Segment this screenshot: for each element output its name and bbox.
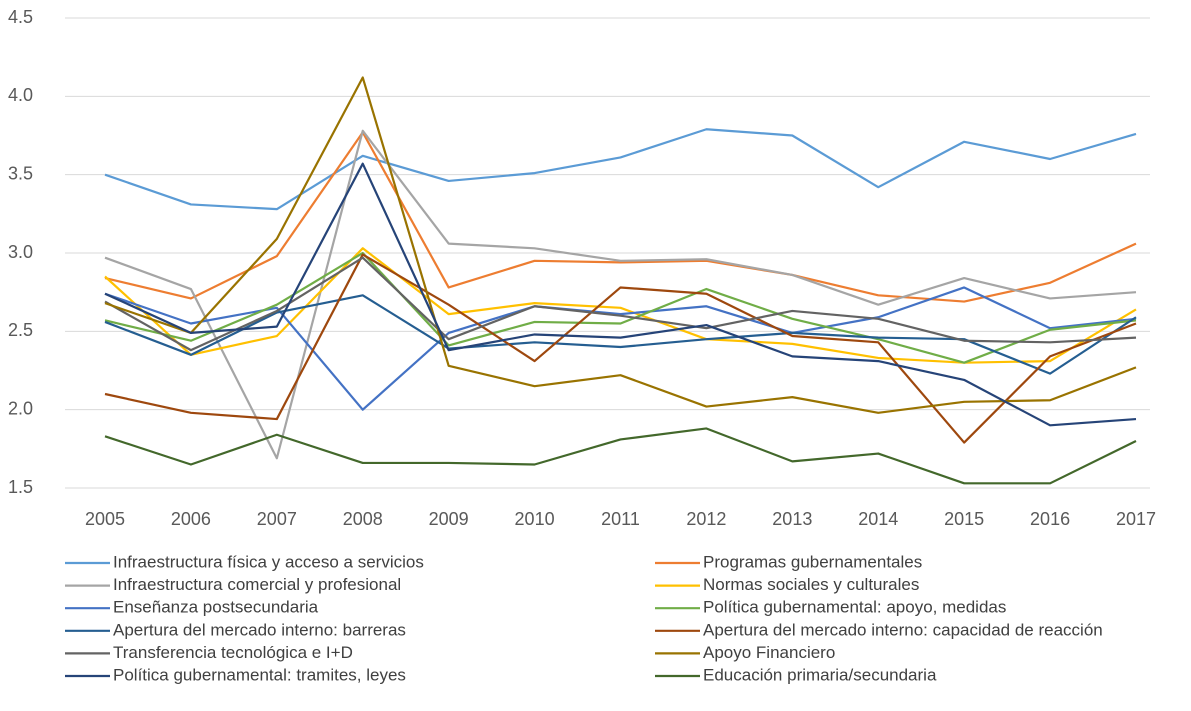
x-tick-label: 2005 xyxy=(85,509,125,529)
y-tick-label: 3.5 xyxy=(8,163,33,183)
x-tick-label: 2007 xyxy=(257,509,297,529)
legend-label: Educación primaria/secundaria xyxy=(703,665,937,684)
x-tick-label: 2008 xyxy=(343,509,383,529)
x-tick-label: 2011 xyxy=(601,509,640,529)
legend-label: Política gubernamental: apoyo, medidas xyxy=(703,598,1006,617)
series-line xyxy=(104,129,1137,460)
x-tick-label: 2016 xyxy=(1030,509,1070,529)
legend-label: Apoyo Financiero xyxy=(703,643,835,662)
series-line xyxy=(104,162,1137,427)
series-line xyxy=(104,294,1137,375)
y-tick-label: 2.0 xyxy=(8,398,33,418)
series-line xyxy=(104,256,1137,352)
legend-label: Infraestructura comercial y profesional xyxy=(113,575,401,594)
x-tick-label: 2006 xyxy=(171,509,211,529)
legend-label: Enseñanza postsecundaria xyxy=(113,598,319,617)
series-line xyxy=(104,427,1137,485)
series-line xyxy=(104,76,1137,414)
y-tick-label: 2.5 xyxy=(8,320,33,340)
series-line xyxy=(104,286,1137,411)
series-line xyxy=(104,131,1137,303)
legend-label: Apertura del mercado interno: capacidad … xyxy=(703,620,1103,639)
y-tick-label: 4.0 xyxy=(8,85,33,105)
y-tick-label: 4.5 xyxy=(8,7,33,27)
x-tick-label: 2012 xyxy=(686,509,726,529)
legend-label: Programas gubernamentales xyxy=(703,552,922,571)
y-tick-label: 3.0 xyxy=(8,242,33,262)
x-tick-label: 2009 xyxy=(429,509,469,529)
x-tick-label: 2017 xyxy=(1116,509,1156,529)
legend-label: Apertura del mercado interno: barreras xyxy=(113,620,406,639)
legend-label: Política gubernamental: tramites, leyes xyxy=(113,665,406,684)
series-line xyxy=(104,128,1137,211)
x-tick-label: 2014 xyxy=(858,509,898,529)
x-tick-label: 2010 xyxy=(515,509,555,529)
x-tick-label: 2013 xyxy=(772,509,812,529)
legend-label: Transferencia tecnológica e I+D xyxy=(113,643,353,662)
x-tick-label: 2015 xyxy=(944,509,984,529)
series-line xyxy=(104,251,1137,364)
y-tick-label: 1.5 xyxy=(8,477,33,497)
legend-label: Normas sociales y culturales xyxy=(703,575,919,594)
legend-label: Infraestructura física y acceso a servic… xyxy=(113,552,424,571)
series-line xyxy=(104,253,1137,444)
